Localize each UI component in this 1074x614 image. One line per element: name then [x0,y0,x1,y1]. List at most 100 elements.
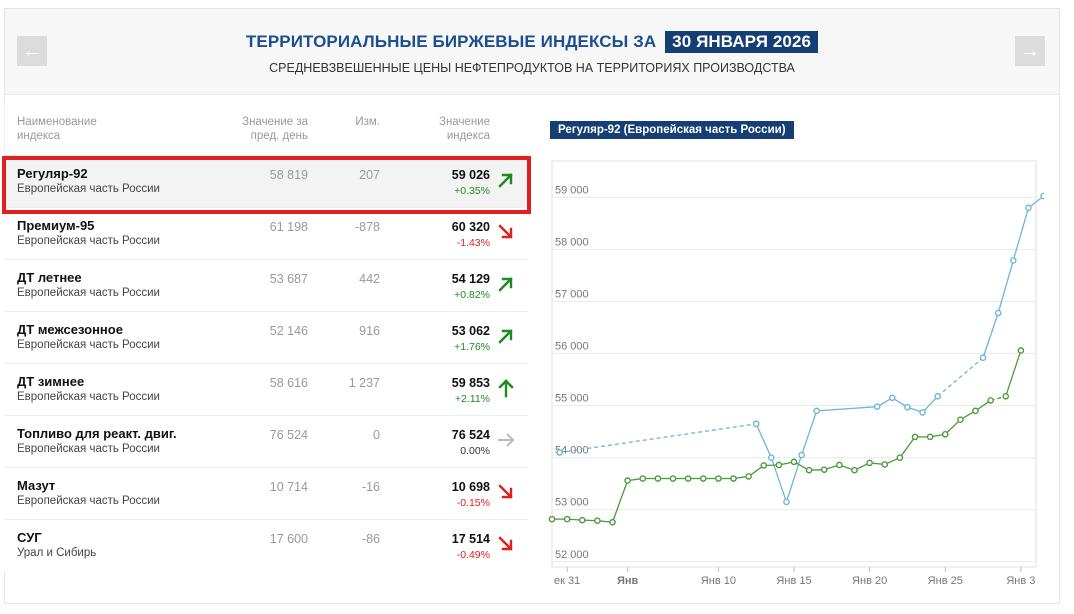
series-1-point [904,403,911,411]
series-2-segment [899,436,916,459]
table-row[interactable]: Мазут Европейская часть России 10 714 -1… [4,467,528,519]
table-row[interactable]: ДТ летнее Европейская часть России 53 68… [4,259,528,311]
series-1-segment [982,312,999,358]
row-percent: +0.82% [454,289,490,301]
series-1-point [1040,192,1047,200]
series-2-point [730,475,737,482]
row-name: Регуляр-92 [17,166,88,181]
arrow-right-icon [496,430,516,450]
series-1-segment [755,423,772,458]
row-region: Европейская часть России [17,287,160,299]
row-prev-value: 53 687 [269,272,308,286]
row-value: 60 320 [451,220,490,234]
row-name: Премиум-95 [17,218,95,233]
series-2-point [745,473,752,480]
widget-header: ← ТЕРРИТОРИАЛЬНЫЕ БИРЖЕВЫЕ ИНДЕКСЫ ЗА 30… [5,9,1059,95]
series-1-segment [800,410,818,456]
series-1-point [768,454,775,461]
row-prev-value: 17 600 [269,532,308,546]
series-2-point [715,475,722,482]
row-percent: +1.76% [454,341,490,353]
row-region: Европейская часть России [17,495,160,507]
series-1-segment [937,357,984,397]
row-region: Европейская часть России [17,443,160,455]
arrow-up-icon [496,378,516,398]
column-header-prev: Значение за пред. день [242,116,308,142]
table-row[interactable]: ДТ зимнее Европейская часть России 58 61… [4,363,528,415]
series-1-segment [922,395,939,413]
column-header-name: Наименование индекса [17,116,97,142]
column-header-value: Значение индекса [439,116,490,142]
arrow-up-right-icon [496,170,516,190]
row-percent: +0.35% [454,185,490,197]
arrow-up-right-icon [496,274,516,294]
table-row[interactable]: Регуляр-92 Европейская часть России 58 8… [4,155,528,207]
series-2-point [684,475,692,482]
series-2-point [957,416,964,423]
row-name: Мазут [17,478,56,493]
row-name: ДТ межсезонное [17,322,123,337]
series-1-point [783,498,790,506]
table-header: Наименование индекса Значение за пред. д… [4,103,528,155]
series-2-point [866,459,873,467]
x-tick-label: Янв [617,575,639,587]
series-2-point [760,462,768,469]
table-row[interactable]: Топливо для реакт. двиг. Европейская час… [4,415,528,467]
row-region: Европейская часть России [17,183,160,195]
table-row[interactable]: СУГ Урал и Сибирь 17 600 -86 17 514 -0.4… [4,519,528,571]
series-2-point [896,454,904,461]
x-tick-label: Янв 3 [1006,575,1035,587]
series-2-segment [944,419,961,435]
title-text: ТЕРРИТОРИАЛЬНЫЕ БИРЖЕВЫЕ ИНДЕКСЫ ЗА [245,32,657,51]
column-header-change: Изм. [355,116,380,128]
series-2-point [578,516,586,524]
series-1-segment [816,406,878,412]
title-date-badge: 30 ЯНВАРЯ 2026 [665,31,819,53]
row-prev-value: 10 714 [269,480,308,494]
row-value: 53 062 [451,324,490,338]
series-2-point [1017,347,1025,354]
previous-date-button[interactable]: ← [17,36,47,66]
series-2-point [654,475,662,482]
series-2-point [911,433,919,441]
table-row[interactable]: Премиум-95 Европейская часть России 61 1… [4,207,528,259]
row-region: Европейская часть России [17,339,160,351]
chart-svg: 52 000 53 000 54 000 55 000 56 000 57 000 58 0… [548,160,1047,587]
series-2-point [775,461,783,469]
row-value: 10 698 [451,480,490,494]
series-2-point [563,515,571,523]
row-percent: -1.43% [456,237,490,249]
index-table: Наименование индекса Значение за пред. д… [4,103,528,571]
row-name: СУГ [17,530,42,545]
price-chart: 52 000 53 000 54 000 55 000 56 000 57 000 58 0… [548,155,1047,595]
row-prev-value: 52 146 [269,324,308,338]
row-change: 916 [359,324,380,338]
row-value: 59 026 [451,168,490,182]
series-1-point [994,309,1002,317]
row-change: -16 [361,480,380,494]
y-tick-label: 59 000 [555,184,589,196]
table-row[interactable]: ДТ межсезонное Европейская часть России … [4,311,528,363]
y-tick-label: 54 000 [555,445,589,457]
series-1-segment [1012,207,1030,261]
series-1-point [889,394,896,402]
row-region: Европейская часть России [17,391,160,403]
row-change: 1 237 [348,376,380,390]
row-value: 54 129 [451,272,490,286]
arrow-up-right-icon [496,326,516,346]
row-percent: +2.11% [454,393,490,405]
row-percent: -0.15% [456,497,490,509]
row-percent: -0.49% [456,549,490,561]
row-name: Топливо для реакт. двиг. [17,426,177,441]
series-1-segment [559,423,757,454]
series-2-point [836,461,843,469]
row-prev-value: 58 819 [269,168,308,182]
series-1-segment [785,454,803,503]
x-tick-label: Янв 20 [852,575,887,587]
y-tick-label: 56 000 [555,341,589,353]
row-prev-value: 58 616 [269,376,308,390]
series-2-point [987,397,994,404]
series-1-point [1025,204,1032,212]
row-value: 76 524 [451,428,490,442]
next-date-button[interactable]: → [1015,36,1045,66]
